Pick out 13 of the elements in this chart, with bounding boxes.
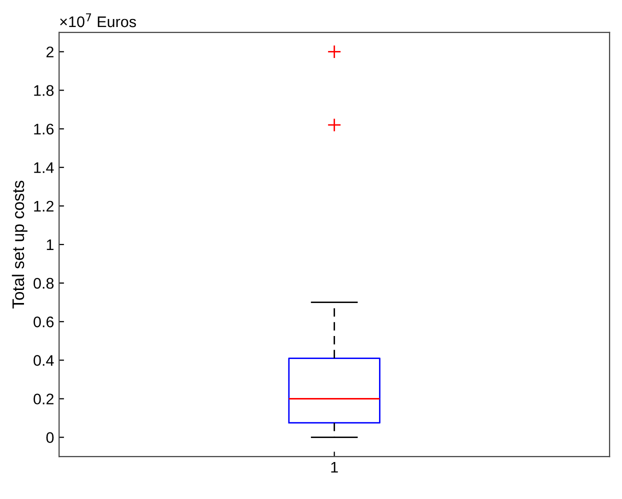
y-tick-label: 0.8 [34, 278, 54, 289]
y-tick-label: 1 [46, 240, 54, 250]
y-tick-label: 0.2 [34, 394, 54, 404]
y-tick-label: 0.4 [34, 355, 54, 366]
y-axis-title: Total set up costs [12, 180, 28, 309]
y-tick-label: 1.8 [34, 85, 54, 96]
y-tick-label: 0 [46, 432, 54, 443]
text: ×10$^{7}$ Euros [60, 13, 136, 28]
y-tick-label: 2 [46, 46, 54, 58]
y-tick-label: 1.2 [34, 200, 54, 212]
y-tick-label: 0.6 [34, 316, 54, 328]
y-tick-label: 1.6 [34, 124, 54, 135]
y-tick-label: 1.4 [34, 162, 54, 173]
